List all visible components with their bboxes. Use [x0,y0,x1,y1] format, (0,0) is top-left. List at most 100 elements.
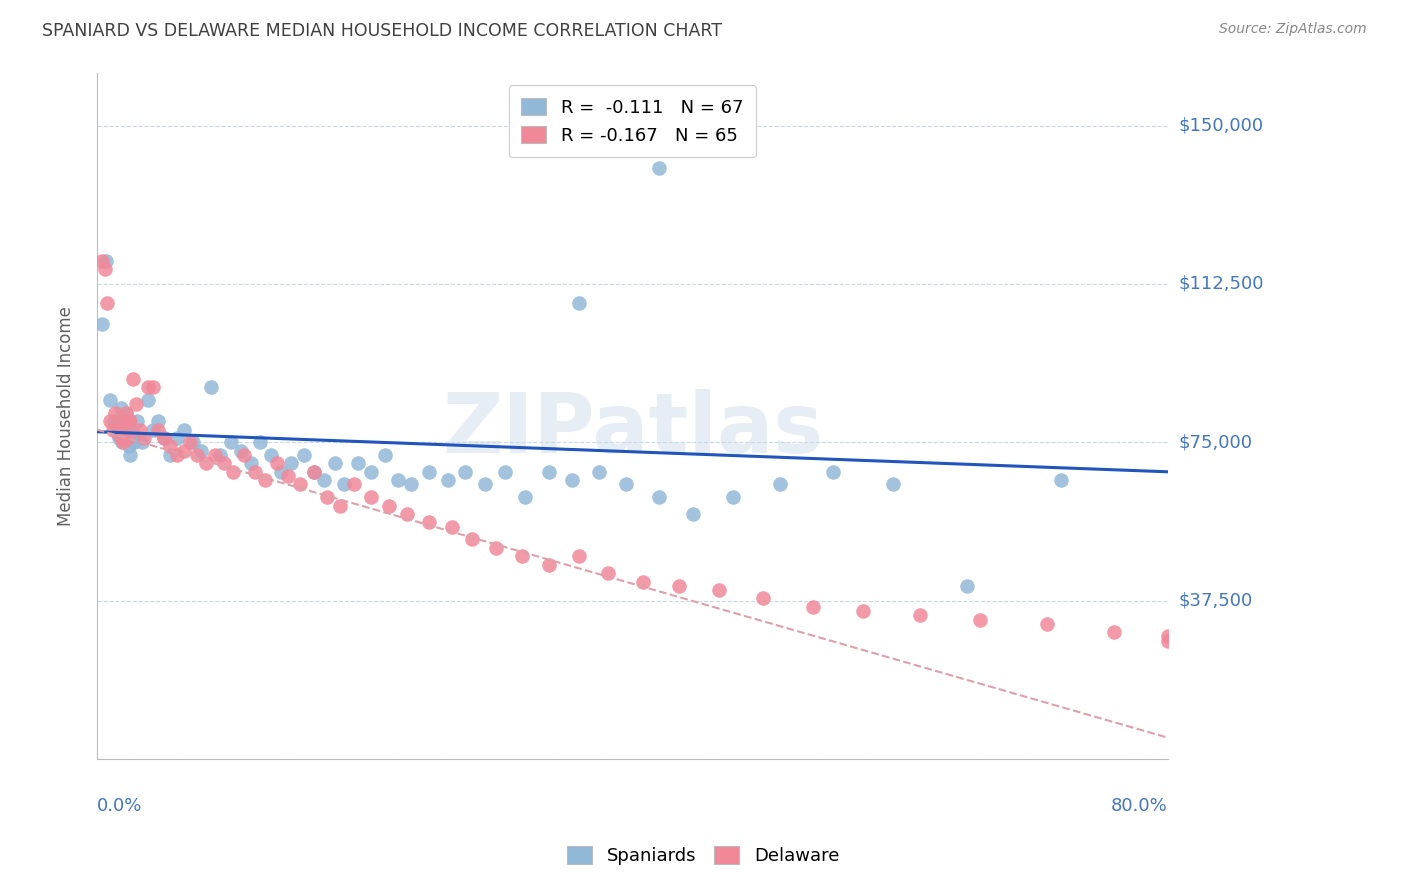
Point [117,431,139,445]
Point [314,473,336,487]
Point [668,579,690,593]
Point [396,507,419,521]
Point [768,477,790,491]
Point [302,465,325,479]
Text: 0.0%: 0.0% [97,797,142,814]
Point [222,465,245,479]
Point [128,431,150,445]
Point [120,448,142,462]
Point [186,448,208,462]
Point [460,533,482,547]
Point [752,591,775,606]
Point [166,448,188,462]
Point [128,423,150,437]
Point [94,253,117,268]
Point [1049,473,1071,487]
Point [377,499,399,513]
Point [148,414,170,428]
Point [512,549,534,564]
Point [204,448,226,462]
Point [280,456,302,470]
Point [648,490,671,504]
Point [360,490,382,504]
Text: $112,500: $112,500 [1180,275,1264,293]
Point [721,490,744,504]
Point [270,465,292,479]
Point [1104,625,1126,640]
Y-axis label: Median Household Income: Median Household Income [58,306,75,525]
Text: $75,000: $75,000 [1180,434,1253,451]
Point [173,443,195,458]
Point [181,435,204,450]
Point [142,423,165,437]
Point [111,414,134,428]
Text: Source: ZipAtlas.com: Source: ZipAtlas.com [1219,22,1367,37]
Point [212,456,235,470]
Point [374,448,396,462]
Point [110,401,132,416]
Point [107,426,129,441]
Point [360,465,382,479]
Point [648,161,671,175]
Point [851,604,873,618]
Point [302,465,325,479]
Point [346,456,368,470]
Point [538,465,561,479]
Point [122,435,145,450]
Point [1157,633,1180,648]
Point [588,465,610,479]
Point [568,549,591,564]
Point [266,456,288,470]
Point [801,599,824,614]
Point [120,414,142,428]
Point [159,440,181,454]
Point [233,448,256,462]
Point [440,519,463,533]
Point [121,423,143,437]
Point [1036,616,1059,631]
Point [292,448,315,462]
Text: $150,000: $150,000 [1180,117,1264,135]
Point [136,392,159,407]
Point [239,456,262,470]
Point [118,414,141,428]
Point [401,477,423,491]
Point [195,456,218,470]
Legend: R =  -0.111   N = 67, R = -0.167   N = 65: R = -0.111 N = 67, R = -0.167 N = 65 [509,86,756,157]
Point [115,406,138,420]
Point [159,448,181,462]
Point [125,414,148,428]
Point [387,473,409,487]
Point [908,608,931,623]
Point [105,418,128,433]
Point [219,435,242,450]
Point [91,253,114,268]
Point [454,465,477,479]
Point [343,477,366,491]
Point [179,435,201,450]
Point [166,431,188,445]
Point [142,380,165,394]
Point [98,392,121,407]
Point [111,435,134,450]
Point [118,440,141,454]
Point [956,579,979,593]
Point [121,426,143,441]
Point [882,477,904,491]
Point [103,414,125,428]
Point [104,406,127,420]
Point [93,262,115,277]
Text: ZIPatlas: ZIPatlas [441,389,823,470]
Point [485,541,508,555]
Point [200,380,222,394]
Point [290,477,312,491]
Point [277,469,299,483]
Point [333,477,356,491]
Text: $37,500: $37,500 [1180,591,1253,609]
Point [329,499,352,513]
Point [418,465,440,479]
Point [682,507,704,521]
Point [709,582,731,597]
Point [323,456,346,470]
Point [112,414,135,428]
